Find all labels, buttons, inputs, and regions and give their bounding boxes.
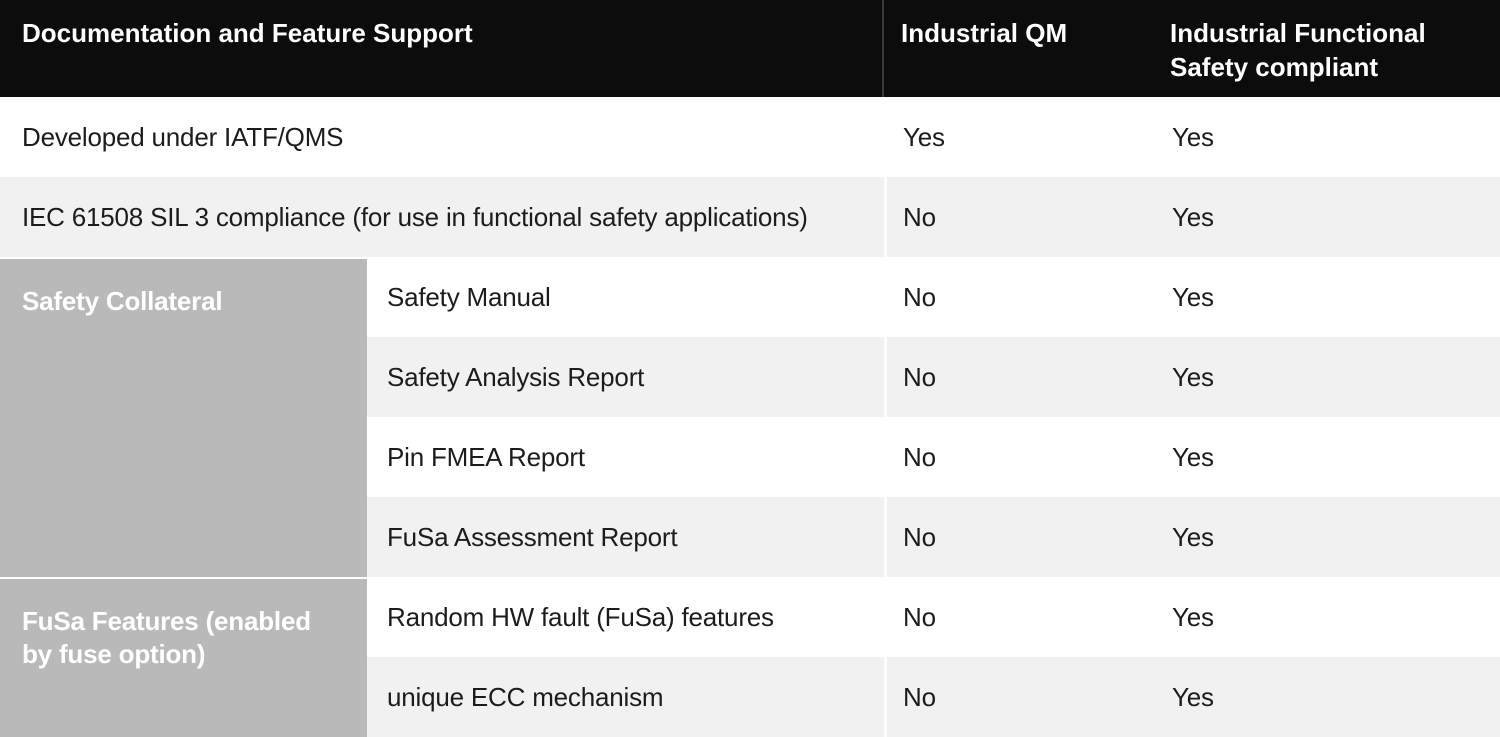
qm-value: No xyxy=(887,257,1170,337)
row-label-random-hw-fault-features: Random HW fault (FuSa) features xyxy=(367,577,884,657)
fs-value: Yes xyxy=(1170,97,1500,177)
fs-value: Yes xyxy=(1170,497,1500,577)
qm-value: No xyxy=(887,577,1170,657)
qm-value: No xyxy=(887,337,1170,417)
header-feature-column: Documentation and Feature Support xyxy=(0,0,884,97)
header-industrial-qm-column: Industrial QM xyxy=(901,18,1068,48)
qm-value: No xyxy=(887,497,1170,577)
row-label-iec-61508-sil3: IEC 61508 SIL 3 compliance (for use in f… xyxy=(0,177,884,257)
qm-value: No xyxy=(887,177,1170,257)
row-label-developed-under-iatf-qms: Developed under IATF/QMS xyxy=(0,97,884,177)
row-label-pin-fmea-report: Pin FMEA Report xyxy=(367,417,884,497)
section-label-safety-collateral: Safety Collateral xyxy=(0,257,367,577)
fs-value: Yes xyxy=(1170,337,1500,417)
qm-value: No xyxy=(887,417,1170,497)
row-label-safety-manual: Safety Manual xyxy=(367,257,884,337)
fs-value: Yes xyxy=(1170,177,1500,257)
fs-value: Yes xyxy=(1170,657,1500,737)
row-label-fusa-assessment-report: FuSa Assessment Report xyxy=(367,497,884,577)
section-label-fusa-features: FuSa Features (enabled by fuse option) xyxy=(0,577,367,737)
qm-value: No xyxy=(887,657,1170,737)
table-body: Developed under IATF/QMS Yes Yes IEC 615… xyxy=(0,97,1500,737)
qm-value: Yes xyxy=(887,97,1170,177)
header-functional-safety-column: Industrial Functional Safety compliant xyxy=(1170,18,1426,82)
table-header-row: Documentation and Feature Support Indust… xyxy=(0,0,1500,97)
fs-value: Yes xyxy=(1170,257,1500,337)
fs-value: Yes xyxy=(1170,577,1500,657)
row-label-unique-ecc-mechanism: unique ECC mechanism xyxy=(367,657,884,737)
row-label-safety-analysis-report: Safety Analysis Report xyxy=(367,337,884,417)
fs-value: Yes xyxy=(1170,417,1500,497)
